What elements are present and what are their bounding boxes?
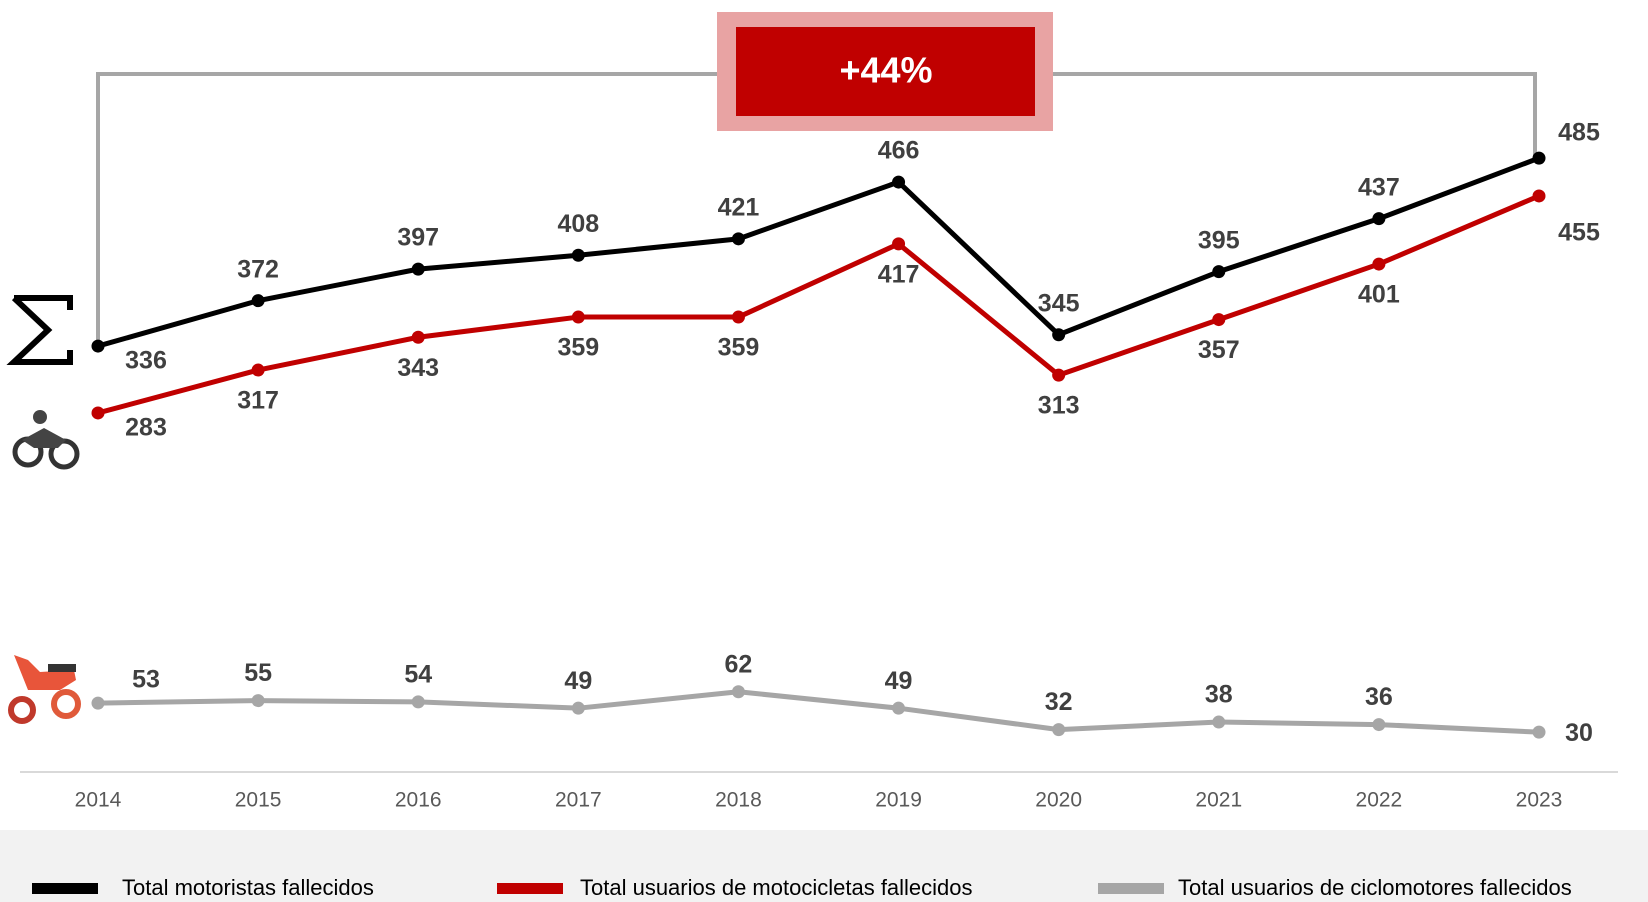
data-label: 336 [125, 347, 167, 375]
data-point [251, 363, 265, 377]
x-tick-label: 2016 [395, 789, 442, 812]
data-point [892, 701, 906, 715]
data-label: 53 [132, 666, 160, 694]
data-label: 49 [564, 667, 592, 695]
legend-swatch [497, 883, 563, 894]
data-point [251, 294, 265, 308]
sigma-icon [6, 295, 73, 365]
annotation-box [736, 27, 1035, 116]
data-label: 343 [397, 354, 439, 382]
data-point [1212, 265, 1226, 279]
data-point [1372, 212, 1386, 226]
data-label: 359 [557, 334, 599, 362]
data-label: 36 [1365, 683, 1393, 711]
data-point [731, 685, 745, 699]
motorcycle-icon [12, 410, 80, 470]
data-label: 38 [1205, 681, 1233, 709]
data-label: 421 [718, 193, 760, 221]
data-point [91, 339, 105, 353]
data-point [1052, 328, 1066, 342]
legend-background [0, 830, 1648, 902]
data-label: 437 [1358, 173, 1400, 201]
data-label: 317 [237, 387, 279, 415]
data-point [731, 232, 745, 246]
data-point [1532, 189, 1546, 203]
data-label: 345 [1038, 289, 1080, 317]
data-point [1372, 257, 1386, 271]
data-label: 62 [725, 650, 753, 678]
data-label: 32 [1045, 688, 1073, 716]
series-line [97, 155, 1540, 349]
data-point [571, 248, 585, 262]
x-tick-label: 2020 [1035, 789, 1082, 812]
data-point [1212, 313, 1226, 327]
x-tick-label: 2018 [715, 789, 762, 812]
x-tick-label: 2021 [1195, 789, 1242, 812]
data-label: 485 [1558, 119, 1600, 147]
data-point [571, 310, 585, 324]
data-point [411, 262, 425, 276]
data-label: 357 [1198, 336, 1240, 364]
moped-icon [8, 655, 81, 724]
data-point [411, 695, 425, 709]
data-point [731, 310, 745, 324]
data-label: 55 [244, 659, 272, 687]
data-point [411, 330, 425, 344]
data-label: 417 [878, 260, 920, 288]
data-point [1372, 718, 1386, 732]
data-label: 30 [1565, 719, 1593, 747]
data-point [91, 406, 105, 420]
data-label: 408 [557, 210, 599, 238]
data-label: 455 [1558, 219, 1600, 247]
data-label: 401 [1358, 281, 1400, 309]
annotation: +44% [839, 50, 932, 91]
data-point [251, 694, 265, 708]
data-label: 359 [718, 334, 760, 362]
data-point [892, 237, 906, 251]
series-line [97, 193, 1540, 416]
legend-label: Total usuarios de ciclomotores fallecido… [1178, 875, 1572, 900]
data-point [892, 175, 906, 189]
legend-swatch [32, 883, 98, 894]
x-tick-label: 2019 [875, 789, 922, 812]
series-line [97, 689, 1540, 735]
data-label: 313 [1038, 392, 1080, 420]
data-label: 466 [878, 137, 920, 165]
data-point [1212, 715, 1226, 729]
data-point [1532, 725, 1546, 739]
data-point [1052, 723, 1066, 737]
data-label: 49 [885, 667, 913, 695]
data-label: 395 [1198, 226, 1240, 254]
x-tick-label: 2022 [1356, 789, 1403, 812]
data-point [1052, 368, 1066, 382]
data-label: 372 [237, 255, 279, 283]
data-label: 283 [125, 414, 167, 442]
data-label: 397 [397, 224, 439, 252]
legend-label: Total motoristas fallecidos [122, 875, 374, 900]
x-tick-label: 2023 [1516, 789, 1563, 812]
data-point [1532, 151, 1546, 165]
data-point [91, 696, 105, 710]
x-tick-label: 2017 [555, 789, 602, 812]
x-tick-label: 2014 [75, 789, 122, 812]
legend-swatch [1098, 883, 1164, 894]
data-label: 54 [404, 660, 432, 688]
data-point [571, 701, 585, 715]
legend-label: Total usuarios de motocicletas fallecido… [580, 875, 973, 900]
x-tick-label: 2015 [235, 789, 282, 812]
